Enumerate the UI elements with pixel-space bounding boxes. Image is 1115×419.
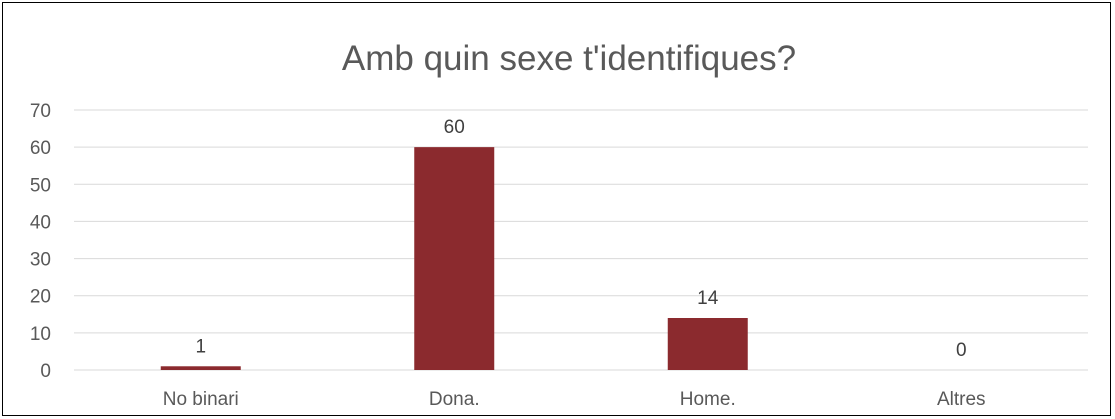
- y-tick-label: 60: [30, 138, 51, 159]
- data-label: 60: [444, 117, 465, 138]
- x-axis-categories: No binari Dona. Home. Altres: [163, 389, 986, 410]
- y-tick-label: 70: [30, 101, 51, 122]
- data-label: 0: [956, 340, 967, 361]
- x-category-label: Home.: [680, 389, 736, 410]
- bar: [161, 366, 241, 370]
- data-label: 14: [697, 288, 719, 309]
- chart-title: Amb quin sexe t'identifiques?: [342, 39, 796, 78]
- data-label: 1: [195, 336, 206, 357]
- gridlines: [74, 110, 1088, 370]
- y-tick-label: 0: [40, 361, 51, 382]
- x-category-label: No binari: [163, 389, 239, 410]
- y-tick-label: 40: [30, 212, 51, 233]
- y-tick-label: 50: [30, 175, 51, 196]
- data-labels: 1 60 14 0: [195, 117, 966, 361]
- bar: [668, 318, 748, 370]
- y-axis-ticks: 0 10 20 30 40 50 60 70: [30, 101, 51, 382]
- y-tick-label: 30: [30, 250, 51, 271]
- bar-chart: Amb quin sexe t'identifiques? 0102030405…: [3, 3, 1112, 417]
- y-tick-label: 10: [30, 324, 51, 345]
- x-category-label: Altres: [937, 389, 986, 410]
- x-category-label: Dona.: [429, 389, 480, 410]
- bar: [414, 147, 494, 370]
- y-tick-label: 20: [30, 287, 51, 308]
